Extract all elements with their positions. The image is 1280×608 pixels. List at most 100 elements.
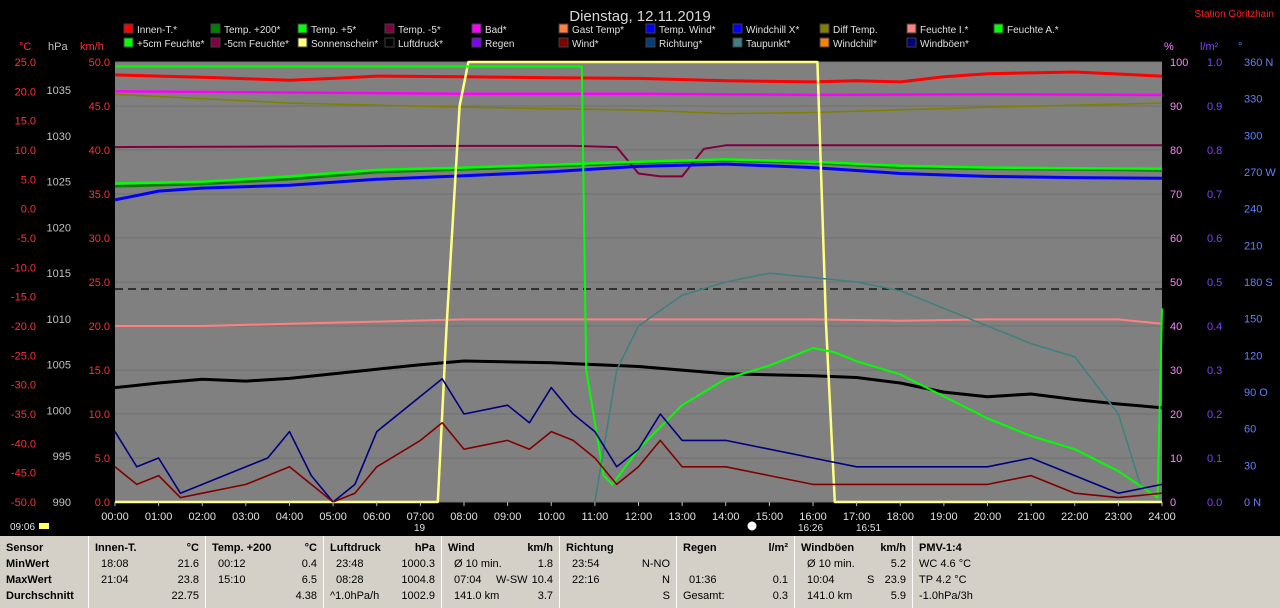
stats-pmv-header: PMV-1:4 [919,542,962,554]
time-tick-label: 10:00 [537,511,565,523]
series-line [114,144,1162,178]
temp-tick-label: 25.0 [15,57,36,69]
legend-swatch [123,23,134,34]
pct-tick-label: 100 [1170,57,1188,69]
time-tick-label: 06:00 [363,511,391,523]
sun-indicator-icon [39,523,49,529]
temp-tick-label: -45.0 [11,468,36,480]
series-line [114,359,1163,410]
kmh-tick-label: 45.0 [89,101,110,113]
stats-wind-min-label: Ø 10 min. [454,558,502,570]
legend-swatch [819,23,830,34]
dir-tick-label: 300 [1244,130,1262,142]
legend-item-label: Feuchte I.* [920,25,968,36]
legend-item-label: Diff Temp. [833,25,878,36]
stats-sensor-header: Sensor [6,542,44,554]
pct-tick-label: 60 [1170,233,1182,245]
stats-col-richtung: Richtung 23:54 N-NO 22:16 N S [559,536,676,608]
stats-temp200-avg-value: 4.38 [295,590,317,602]
kmh-tick-label: 35.0 [89,189,110,201]
stats-druck-avg-value: 1002.9 [401,590,435,602]
kmh-tick-label: 30.0 [89,233,110,245]
dir-tick-label: 90 O [1244,387,1268,399]
rain-tick-label: 0.3 [1207,365,1222,377]
stats-regen-max-value: 0.1 [772,574,788,586]
dir-tick-label: 30 [1244,460,1256,472]
pct-tick-label: 50 [1170,277,1182,289]
legend-item-label: Innen-T.* [137,25,177,36]
stats-col-regen: Regen l/m² 01:36 0.1 Gesamt: 0.3 [676,536,794,608]
time-tick-label: 08:00 [450,511,478,523]
stats-innen-header: Innen-T. [95,542,137,554]
stats-temp200-min-value: 0.4 [301,558,317,570]
legend-item-label: Windchill X* [746,25,799,36]
time-tick-label: 24:00 [1148,511,1176,523]
rain-tick-label: 0.6 [1207,233,1222,245]
hpa-tick-label: 995 [53,451,71,463]
moon-icon [746,520,758,532]
stats-wind-distance: 141.0 km [454,590,500,602]
stats-col-sensor: Sensor MinWert MaxWert Durchschnitt [0,536,88,608]
legend-swatch [210,23,221,34]
stats-min-label: MinWert [6,558,50,570]
stats-pmv-pressure-trend: -1.0hPa/3h [919,590,973,602]
sunset-time-b: 16:51 [856,523,881,534]
time-tick-label: 11:00 [582,511,609,523]
series-line [114,70,1163,84]
legend-swatch [558,37,569,48]
series-line [114,90,1163,97]
legend-item-label: Regen [485,39,514,50]
series-group [114,60,1163,504]
stats-regen-total-label: Gesamt: [683,590,725,602]
legend-swatch [993,23,1004,34]
stats-innen-max-time: 21:04 [101,574,129,586]
chart-title: Dienstag, 12.11.2019 [569,8,711,25]
dir-tick-label: 180 S [1244,277,1273,289]
pct-tick-label: 20 [1170,409,1182,421]
stats-boeen-max-time: 10:04 [807,574,835,586]
legend-swatch [297,23,308,34]
stats-temp200-unit: °C [304,542,317,554]
hpa-unit-label: hPa [48,41,68,53]
kmh-tick-label: 40.0 [89,145,110,157]
time-tick-label: 22:00 [1061,511,1089,523]
statistics-panel: Sensor MinWert MaxWert Durchschnitt Inne… [0,536,1280,608]
temp-tick-label: -40.0 [11,438,36,450]
legend-item-label: Bad* [485,25,507,36]
stats-wind-max-value: 10.4 [531,574,553,586]
temp-tick-label: 20.0 [15,86,36,98]
time-tick-label: 18:00 [886,511,914,523]
legend-swatch [906,37,917,48]
hpa-tick-label: 1005 [47,360,71,372]
legend-item-label: Taupunkt* [746,39,791,50]
legend-swatch [384,37,395,48]
hpa-tick-label: 1010 [47,314,71,326]
legend-item-label: Temp. -5* [398,25,441,36]
stats-boeen-unit: km/h [880,542,906,554]
legend-item-label: Sonnenschein* [311,39,378,50]
stats-druck-max-time: 08:28 [336,574,364,586]
legend-swatch [297,37,308,48]
stats-boeen-min-value: 5.2 [890,558,906,570]
temp-tick-label: -30.0 [11,380,36,392]
dir-tick-label: 360 N [1244,57,1273,69]
stats-col-innen: Innen-T. °C 18:08 21.6 21:04 23.8 22.75 [88,536,205,608]
stats-innen-min-time: 18:08 [101,558,129,570]
temp-tick-label: 0.0 [21,204,36,216]
legend: Innen-T.* Temp. +200* Temp. +5* Temp. -5* Ba… [123,23,1059,50]
time-tick-label: 20:00 [974,511,1002,523]
sunrise-hint: 09:06 [10,522,35,533]
stats-druck-trend: ^1.0hPa/h [330,590,380,602]
weather-chart: 00:00 01:00 02:00 03:00 04:00 05:00 06:00 07:00… [10,8,1277,534]
dir-tick-label: 240 [1244,204,1262,216]
stats-boeen-header: Windböen [801,542,855,554]
stats-wind-max-direction: W-SW [496,574,528,586]
stats-richtung-header: Richtung [566,542,614,554]
series-line [115,318,1163,327]
kmh-tick-label: 20.0 [89,321,110,333]
stats-wind-header: Wind [448,542,475,554]
stats-richtung-min-time: 23:54 [572,558,600,570]
temp-tick-label: 15.0 [15,116,36,128]
pct-tick-label: 30 [1170,365,1182,377]
time-tick-label: 09:00 [494,511,522,523]
